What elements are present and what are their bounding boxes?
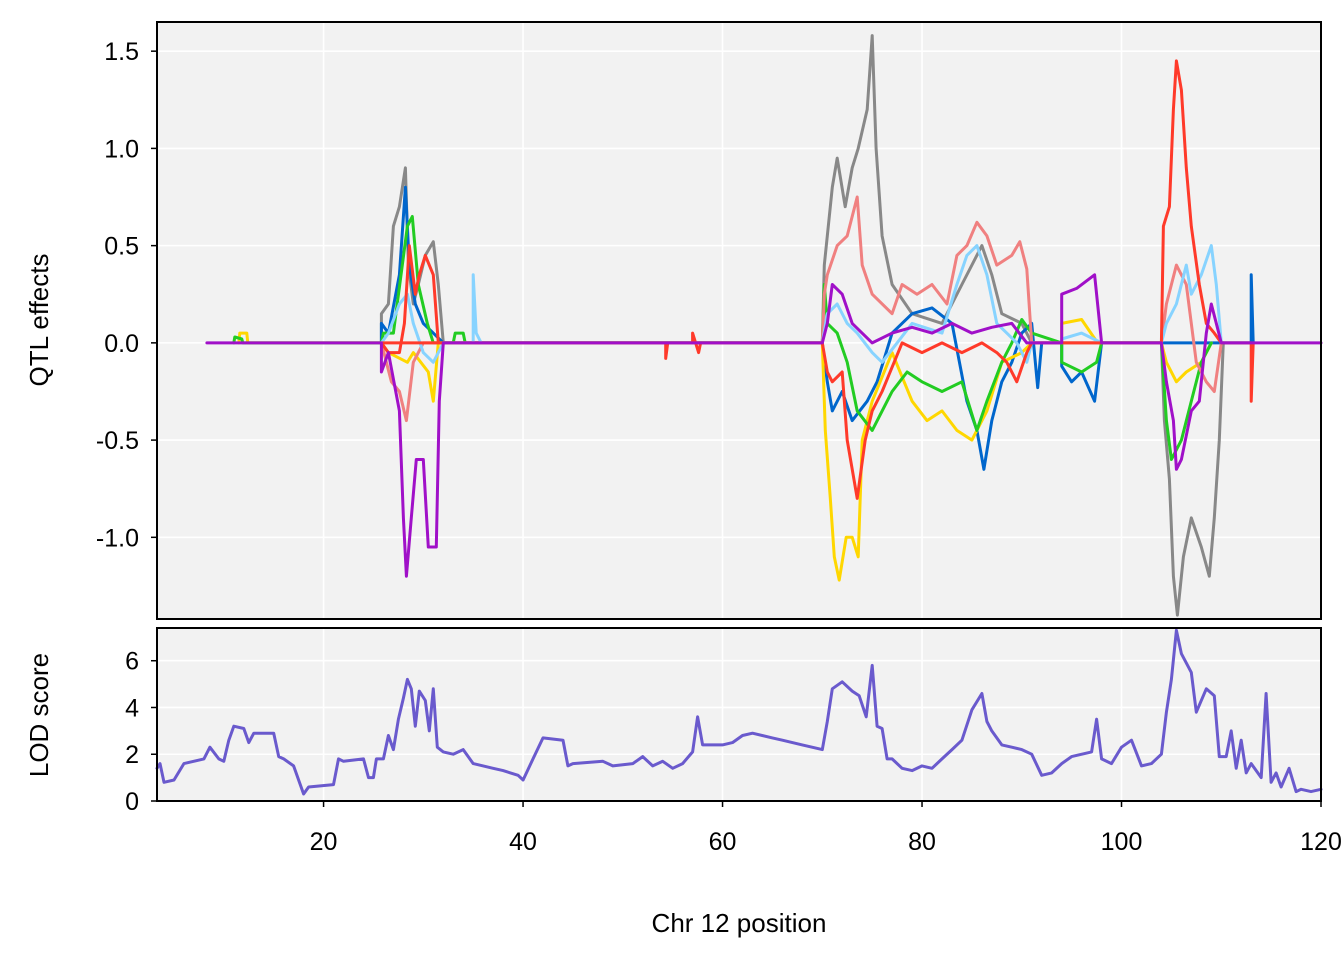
effects-y-axis: -1.0 -0.5 0.0 0.5 1.0 1.5 (96, 38, 157, 552)
lod-y-tick-label: 6 (125, 648, 139, 676)
lod-y-tick-label: 4 (125, 694, 139, 722)
lod-y-tick-label: 2 (125, 741, 139, 769)
effects-panel-background (157, 22, 1321, 619)
lod-panel: 0 2 4 6 20 40 60 80 100 120 LOD score Chr 12 pos… (24, 627, 1342, 938)
x-tick-label: 120 (1300, 828, 1342, 856)
effects-y-axis-title: QTL effects (24, 254, 54, 387)
effects-y-tick-label: 0.5 (104, 233, 139, 261)
effects-y-tick-label: -1.0 (96, 524, 139, 552)
effects-panel: -1.0 -0.5 0.0 0.5 1.0 1.5 QTL effects (24, 21, 1323, 620)
x-tick-label: 40 (509, 828, 537, 856)
effects-series-2 (379, 185, 1255, 471)
x-tick-label: 20 (310, 828, 338, 856)
effects-panel-frame (156, 21, 1322, 620)
lod-series-group (155, 628, 1323, 796)
lod-series-1 (155, 628, 1323, 796)
x-axis-title: Chr 12 position (652, 908, 827, 938)
x-tick-label: 100 (1101, 828, 1143, 856)
lod-y-axis: 0 2 4 6 (125, 648, 157, 816)
x-tick-label: 60 (709, 828, 737, 856)
effects-y-tick-label: 1.0 (104, 135, 139, 163)
effects-series-4 (232, 215, 1213, 461)
x-axis: 20 40 60 80 100 120 (310, 801, 1342, 856)
lod-panel-frame (156, 627, 1322, 802)
effects-y-tick-label: -0.5 (96, 427, 139, 455)
x-tick-label: 80 (908, 828, 936, 856)
lod-y-tick-label: 0 (125, 788, 139, 816)
effects-series-group (205, 34, 1323, 617)
effects-series-7 (379, 59, 1255, 500)
effects-series-3 (237, 318, 1213, 582)
lod-y-axis-title: LOD score (24, 653, 54, 777)
effects-y-tick-label: 0.0 (104, 330, 139, 358)
effects-y-tick-label: 1.5 (104, 38, 139, 66)
lod-panel-background (157, 628, 1321, 801)
effects-series-8 (205, 273, 1323, 578)
